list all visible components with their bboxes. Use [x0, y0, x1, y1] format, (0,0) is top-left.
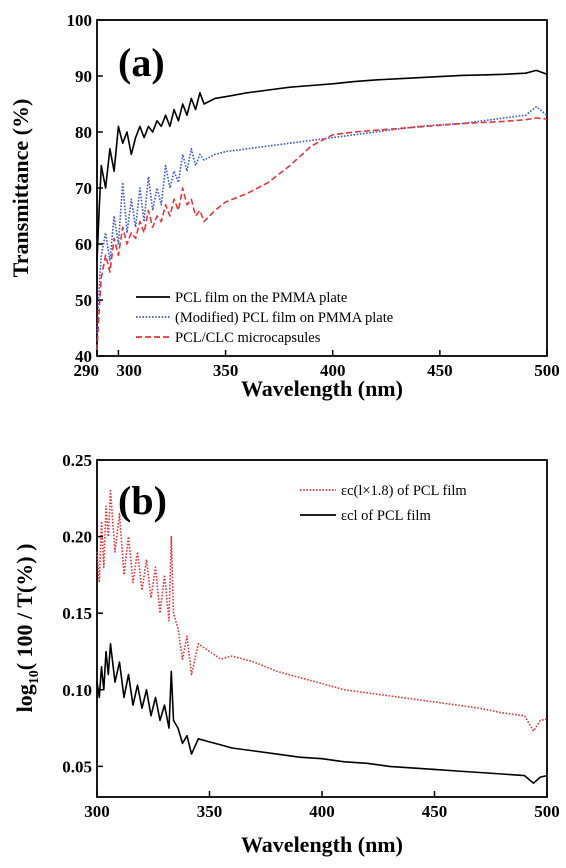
panel-a-x-tick-label: 350: [213, 361, 239, 380]
panel-b-chart: 300 350 400 450 500 0.05 0.10 0.15 0.20 0.25 (b)…: [12, 451, 560, 857]
panel-b-y-tick-label: 0.15: [62, 604, 92, 623]
panel-a-legend-label-3: PCL/CLC microcapsules: [175, 330, 321, 346]
panel-a-legend-label-1: PCL film on the PMMA plate: [175, 290, 347, 306]
panel-a-y-tick-label: 40: [75, 347, 92, 366]
panel-a-y-tick-label: 100: [67, 11, 93, 30]
panel-a-y-tick-label: 70: [75, 179, 92, 198]
panel-a-series-group: [96, 69, 548, 351]
panel-b-legend: εc(l×1.8) of PCL film εcl of PCL film: [300, 483, 467, 524]
panel-b-y-ticks: 0.05 0.10 0.15 0.20 0.25: [62, 451, 103, 776]
panel-b-y-axis-title-main: log: [12, 684, 37, 712]
panel-a-x-tick-label: 300: [116, 361, 142, 380]
panel-a-chart: 290 300 350 400 450 500 40 50 60 70 80 90 100 (a) W…: [8, 11, 560, 401]
panel-b-x-ticks: 300 350 400 450 500: [84, 791, 560, 821]
panel-b-series-line-2: [96, 642, 548, 785]
panel-a-y-tick-label: 80: [75, 123, 92, 142]
panel-b-x-tick-label: 500: [534, 802, 560, 821]
panel-b-legend-label-1: εc(l×1.8) of PCL film: [341, 483, 467, 499]
panel-b-x-axis-title: Wavelength (nm): [241, 832, 403, 857]
panel-a-letter: (a): [118, 40, 165, 85]
panel-a-x-tick-label: 500: [534, 361, 560, 380]
panel-a-y-ticks: 40 50 60 70 80 90 100: [67, 11, 103, 366]
panel-b-legend-label-2: εcl of PCL film: [341, 508, 431, 524]
panel-a-x-tick-label: 290: [74, 361, 100, 380]
panel-a-y-tick-label: 50: [75, 291, 92, 310]
panel-b-y-axis-title-subscript: 10: [27, 670, 42, 684]
panel-a-y-tick-label: 90: [75, 67, 92, 86]
panel-b-y-axis-title: log10( 100 / T(%) ): [12, 544, 42, 713]
panel-a-y-axis-title: Transmittance (%): [8, 99, 33, 278]
panel-a-legend: PCL film on the PMMA plate (Modified) PCL…: [136, 290, 393, 346]
panel-b-x-tick-label: 350: [197, 802, 223, 821]
panel-a-x-ticks: 290 300 350 400 450 500: [74, 350, 560, 380]
panel-b-y-axis-title-rest: ( 100 / T(%) ): [12, 544, 37, 671]
panel-b-x-tick-label: 450: [422, 802, 448, 821]
panel-b-y-tick-label: 0.10: [62, 681, 92, 700]
panel-a-x-tick-label: 400: [320, 361, 346, 380]
panel-a-x-axis-title: Wavelength (nm): [241, 376, 403, 401]
panel-b-x-tick-label: 400: [309, 802, 335, 821]
panel-a-x-tick-label: 450: [427, 361, 453, 380]
panel-b-y-tick-label: 0.20: [62, 528, 92, 547]
panel-b-y-tick-label: 0.05: [62, 757, 92, 776]
panel-b-series-line-1: [96, 489, 548, 732]
panel-a-legend-label-2: (Modified) PCL film on PMMA plate: [175, 310, 393, 326]
panel-b-y-tick-label: 0.25: [62, 451, 92, 470]
panel-b-letter: (b): [118, 478, 167, 523]
panel-b-series-group: [96, 489, 548, 785]
panel-a-series-line-3: [96, 117, 548, 351]
panel-a-series-line-1: [96, 69, 548, 261]
panel-b-x-tick-label: 300: [84, 802, 110, 821]
panel-a-y-tick-label: 60: [75, 235, 92, 254]
